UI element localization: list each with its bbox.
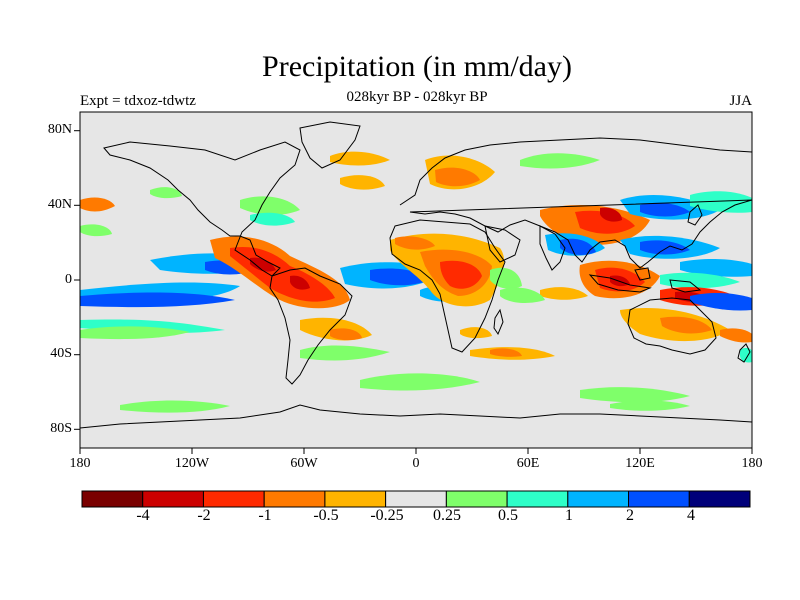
colorbar	[81, 490, 751, 508]
anomaly-field	[80, 197, 115, 212]
anomaly-field	[120, 400, 230, 413]
lat-label-40n: 40N	[47, 197, 72, 212]
anomaly-field	[690, 191, 752, 213]
anomaly-field	[640, 240, 690, 255]
madagascar-coast	[493, 308, 504, 336]
colorbar-label: -0.5	[313, 507, 339, 524]
indonesia-coast	[588, 267, 702, 293]
lon-label-120w: 120W	[174, 456, 210, 471]
lon-label-180e: 180	[741, 456, 763, 471]
colorbar-box	[81, 490, 144, 508]
lon-ticks	[79, 448, 753, 454]
colorbar-label: 2	[626, 507, 634, 524]
greenland-coast	[299, 121, 361, 169]
anomaly-field	[360, 373, 480, 391]
colorbar-box	[324, 490, 387, 508]
anomaly-field	[580, 387, 690, 403]
lat-label-80n: 80N	[47, 122, 72, 137]
coastlines	[80, 121, 752, 429]
anomaly-field	[250, 257, 276, 272]
anomaly-field	[660, 272, 740, 289]
anomaly-field	[435, 167, 480, 187]
colorbar-box	[202, 490, 265, 508]
colorbar-label: 4	[687, 507, 695, 524]
arabia-coast	[484, 225, 521, 263]
plot-subtitle: 028kyr BP - 028kyr BP	[346, 89, 488, 105]
lon-label-0: 0	[412, 456, 420, 471]
colorbar-box	[628, 490, 690, 508]
anomaly-field	[680, 258, 752, 277]
anomaly-field	[330, 151, 390, 166]
colorbar-box	[506, 490, 569, 508]
anomaly-field	[690, 292, 752, 311]
anomaly-field	[640, 202, 690, 217]
anomaly-field	[500, 287, 545, 303]
anomaly-field	[330, 328, 362, 341]
anomaly-fields	[80, 151, 752, 413]
anomaly-field	[490, 267, 522, 289]
lon-label-60e: 60E	[516, 456, 540, 471]
india-coast	[539, 225, 566, 271]
new-zealand-coast	[737, 343, 751, 363]
plot-title: Precipitation (in mm/day)	[262, 50, 572, 83]
north-america-coast	[103, 141, 301, 277]
lon-label-180w: 180	[69, 456, 91, 471]
anomaly-field	[460, 327, 492, 339]
anomaly-field	[340, 175, 385, 190]
anomaly-field	[80, 224, 112, 237]
colorbar-label: -2	[197, 507, 211, 524]
anomaly-field	[740, 347, 752, 363]
anomaly-field	[600, 207, 622, 222]
colorbar-box	[688, 490, 751, 508]
anomaly-field	[490, 348, 522, 357]
anomaly-field	[540, 287, 588, 300]
colorbar-label: -1	[258, 507, 272, 524]
lon-label-60w: 60W	[290, 456, 318, 471]
colorbar-box	[263, 490, 326, 508]
anomaly-field	[520, 153, 600, 169]
experiment-label: Expt = tdxoz-tdwtz	[80, 93, 196, 109]
anomaly-field	[250, 212, 295, 226]
lon-label-120e: 120E	[625, 456, 655, 471]
australia-coast	[627, 297, 717, 355]
anomaly-field	[80, 292, 235, 308]
season-label: JJA	[729, 93, 752, 109]
antarctica-coast	[80, 404, 752, 429]
south-america-coast	[269, 267, 353, 385]
anomaly-field	[290, 275, 310, 290]
lat-ticks	[74, 130, 80, 430]
colorbar-box	[385, 490, 447, 508]
anomaly-field	[240, 196, 300, 216]
eurasia-coast	[399, 137, 752, 269]
africa-coast	[389, 219, 506, 353]
lat-label-80s: 80S	[50, 421, 72, 436]
colorbar-box	[142, 490, 204, 508]
anomaly-field	[395, 236, 435, 250]
colorbar-label: 0.5	[498, 507, 518, 524]
colorbar-box	[445, 490, 508, 508]
lat-label-eq: 0	[65, 272, 72, 287]
colorbar-label: -0.25	[370, 507, 404, 524]
anomaly-field	[720, 328, 752, 343]
anomaly-field	[300, 345, 390, 361]
colorbar-label: 0.25	[433, 507, 461, 524]
colorbar-box	[567, 490, 630, 508]
anomaly-field	[610, 400, 690, 411]
colorbar-label: -4	[136, 507, 150, 524]
lat-label-40s: 40S	[50, 346, 72, 361]
japan-coast	[687, 204, 703, 226]
anomaly-field	[440, 260, 482, 289]
anomaly-field	[80, 326, 190, 340]
anomaly-field	[660, 316, 712, 334]
colorbar-label: 1	[565, 507, 573, 524]
anomaly-field	[150, 187, 182, 199]
